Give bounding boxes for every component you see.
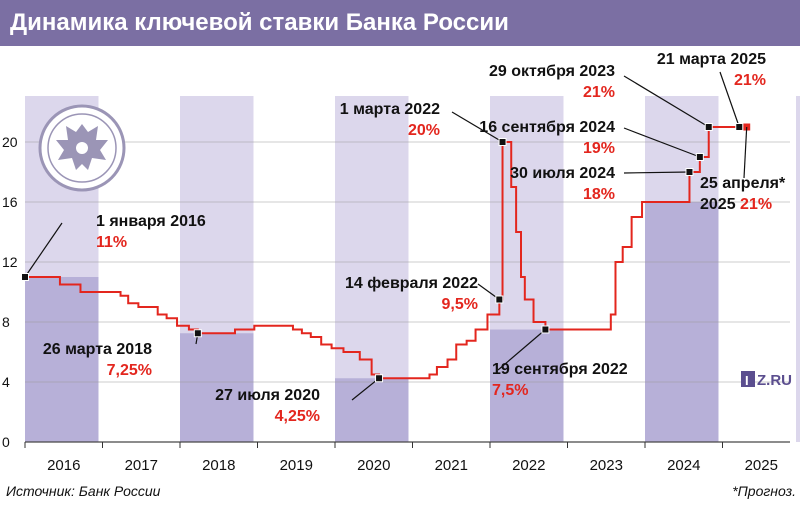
year-band-2026 [796,96,800,442]
eagle-emblem-icon [38,104,126,192]
x-tick-label-2020: 2020 [357,457,390,474]
annotation-date-2: 27 июля 2020 [215,387,320,404]
leader-7 [623,127,701,158]
annotation-date-6: 30 июля 2024 [510,165,615,182]
x-tick-label-2019: 2019 [280,457,313,474]
point-marker-7 [695,153,704,161]
leader-10 [743,126,748,179]
annotation-date-0: 1 января 2016 [96,213,206,230]
year-band-dark-2016 [25,277,99,442]
point-marker-0 [21,273,29,281]
source-note: Источник: Банк России [6,483,161,499]
point-marker-9 [735,123,744,131]
leader-2 [351,377,380,401]
header-banner: Динамика ключевой ставки Банка России [0,0,800,46]
annotation-date-4: 1 марта 2022 [340,101,440,118]
annotation-value-2: 4,25% [275,408,320,425]
izru-logo: I Z.RU [741,371,792,389]
svg-text:I: I [745,373,749,388]
forecast-note: *Прогноз. [732,483,796,499]
point-marker-3 [495,295,504,304]
annotation-date-7: 16 сентября 2024 [479,119,615,136]
y-tick-label-4: 4 [2,374,10,390]
year-bands [25,96,800,442]
annotation-value-9: 21% [734,72,766,89]
annotation-date-10: 25 апреля* [700,175,786,192]
annotation-value-4: 20% [408,122,440,139]
annotation-date-8: 29 октября 2023 [489,63,615,80]
leader-5 [497,329,546,371]
point-marker-5 [541,325,550,334]
leader-6 [623,171,690,174]
annotation-value-7: 19% [583,140,615,157]
x-axis: 2016 2017 2018 2019 2020 2021 2022 2023 2024 2025 [24,441,790,474]
x-tick-label-2021: 2021 [435,457,468,474]
rate-line [25,126,740,380]
y-tick-label-16: 16 [2,194,18,210]
x-tick-label-2016: 2016 [47,457,80,474]
x-tick-label-2022: 2022 [512,457,545,474]
year-band-dark-2020 [335,378,409,442]
point-marker-6 [685,168,694,176]
annotation-value-6: 18% [583,186,615,203]
year-band-dark-2022 [490,329,564,442]
leader-9 [719,71,740,128]
y-tick-label-20: 20 [2,134,18,150]
annotation-date-3: 14 февраля 2022 [345,275,478,292]
x-tick-label-2017: 2017 [125,457,158,474]
annotation-value-0: 11% [96,234,127,251]
annotation-labels: 1 января 2016 11% 26 марта 2018 7,25% 27 июл… [43,51,786,425]
point-marker-2 [375,374,384,383]
year-band-dark-2018 [180,333,254,442]
annotation-date-9: 21 марта 2025 [657,51,766,68]
annotation-value-8: 21% [583,84,615,101]
x-tick-label-2024: 2024 [667,457,700,474]
y-tick-label-8: 8 [2,314,10,330]
annotation-markers [21,123,744,383]
point-marker-4 [498,138,507,146]
point-marker-8 [704,123,713,131]
y-axis: 0 4 8 12 16 20 [2,134,18,450]
y-tick-label-12: 12 [2,254,18,270]
leader-4 [451,111,503,143]
x-tick-label-2018: 2018 [202,457,235,474]
annotation-date-1: 26 марта 2018 [43,341,152,358]
leader-0 [24,222,63,278]
annotation-value-1: 7,25% [107,362,152,379]
annotation-value-3: 9,5% [442,296,478,313]
y-tick-label-0: 0 [2,434,10,450]
chart-title: Динамика ключевой ставки Банка России [10,9,509,36]
svg-text:Z.RU: Z.RU [757,372,792,389]
annotation-value-5: 7,5% [492,382,528,399]
point-marker-1 [193,329,202,338]
annotation-value-10: 2025 21% [700,196,772,213]
annotation-date-5: 19 сентября 2022 [492,361,628,378]
leader-8 [623,75,710,128]
x-tick-label-2025: 2025 [745,457,778,474]
x-tick-label-2023: 2023 [590,457,623,474]
